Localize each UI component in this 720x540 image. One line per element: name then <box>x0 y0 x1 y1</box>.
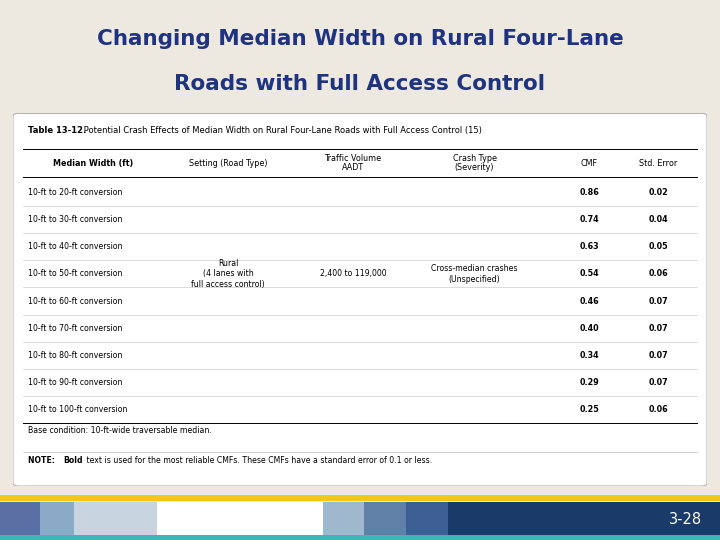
Text: 0.07: 0.07 <box>649 296 668 306</box>
Bar <box>0 502 40 535</box>
Text: CMF: CMF <box>580 159 598 167</box>
Text: 10-ft to 80-ft conversion: 10-ft to 80-ft conversion <box>28 350 122 360</box>
Text: 0.29: 0.29 <box>579 377 599 387</box>
Text: Roads with Full Access Control: Roads with Full Access Control <box>174 74 546 94</box>
Text: 0.07: 0.07 <box>649 377 668 387</box>
Text: 0.25: 0.25 <box>579 404 599 414</box>
Bar <box>0 495 720 501</box>
Text: Traffic Volume: Traffic Volume <box>325 154 382 163</box>
Text: 0.04: 0.04 <box>649 215 668 225</box>
Text: 0.06: 0.06 <box>649 404 668 414</box>
Bar <box>258 502 323 535</box>
FancyBboxPatch shape <box>13 113 707 486</box>
Text: 10-ft to 90-ft conversion: 10-ft to 90-ft conversion <box>28 377 122 387</box>
Text: 10-ft to 70-ft conversion: 10-ft to 70-ft conversion <box>28 323 122 333</box>
Text: Std. Error: Std. Error <box>639 159 678 167</box>
Text: Rural
(4 lanes with
full access control): Rural (4 lanes with full access control) <box>192 259 265 289</box>
Text: Median Width (ft): Median Width (ft) <box>53 159 133 167</box>
Text: 0.40: 0.40 <box>579 323 599 333</box>
Text: 3-28: 3-28 <box>669 511 702 526</box>
Text: 10-ft to 60-ft conversion: 10-ft to 60-ft conversion <box>28 296 122 306</box>
Text: text is used for the most reliable CMFs. These CMFs have a standard error of 0.1: text is used for the most reliable CMFs.… <box>84 456 432 465</box>
Text: 0.02: 0.02 <box>649 188 668 197</box>
Bar <box>323 502 364 535</box>
Bar <box>448 502 720 535</box>
Bar <box>157 502 258 535</box>
Text: 0.63: 0.63 <box>579 242 599 252</box>
Text: AADT: AADT <box>342 163 364 172</box>
Bar <box>0 535 720 540</box>
Text: 0.06: 0.06 <box>649 269 668 279</box>
Text: 10-ft to 20-ft conversion: 10-ft to 20-ft conversion <box>28 188 122 197</box>
Bar <box>74 502 157 535</box>
Text: (Severity): (Severity) <box>455 163 494 172</box>
Text: Crash Type: Crash Type <box>453 154 497 163</box>
Bar <box>40 502 74 535</box>
Text: 0.86: 0.86 <box>579 188 599 197</box>
Text: 10-ft to 50-ft conversion: 10-ft to 50-ft conversion <box>28 269 122 279</box>
Text: Changing Median Width on Rural Four-Lane: Changing Median Width on Rural Four-Lane <box>96 29 624 49</box>
Text: 10-ft to 100-ft conversion: 10-ft to 100-ft conversion <box>28 404 127 414</box>
Text: 10-ft to 30-ft conversion: 10-ft to 30-ft conversion <box>28 215 122 225</box>
Text: Potential Crash Effects of Median Width on Rural Four-Lane Roads with Full Acces: Potential Crash Effects of Median Width … <box>81 126 482 135</box>
Text: Base condition: 10-ft-wide traversable median.: Base condition: 10-ft-wide traversable m… <box>28 426 212 435</box>
Bar <box>406 502 448 535</box>
Text: Setting (Road Type): Setting (Road Type) <box>189 159 267 167</box>
Text: 0.05: 0.05 <box>649 242 668 252</box>
Text: 0.54: 0.54 <box>579 269 599 279</box>
Text: Cross-median crashes
(Unspecified): Cross-median crashes (Unspecified) <box>431 264 518 284</box>
Text: 0.07: 0.07 <box>649 323 668 333</box>
Text: 0.74: 0.74 <box>579 215 599 225</box>
Text: 10-ft to 40-ft conversion: 10-ft to 40-ft conversion <box>28 242 122 252</box>
Text: Bold: Bold <box>63 456 82 465</box>
Bar <box>364 502 406 535</box>
Text: NOTE:: NOTE: <box>28 456 58 465</box>
Text: Table 13-12.: Table 13-12. <box>28 126 86 135</box>
Text: 0.46: 0.46 <box>579 296 599 306</box>
Text: 0.34: 0.34 <box>579 350 599 360</box>
Text: 0.07: 0.07 <box>649 350 668 360</box>
Text: 2,400 to 119,000: 2,400 to 119,000 <box>320 269 387 279</box>
